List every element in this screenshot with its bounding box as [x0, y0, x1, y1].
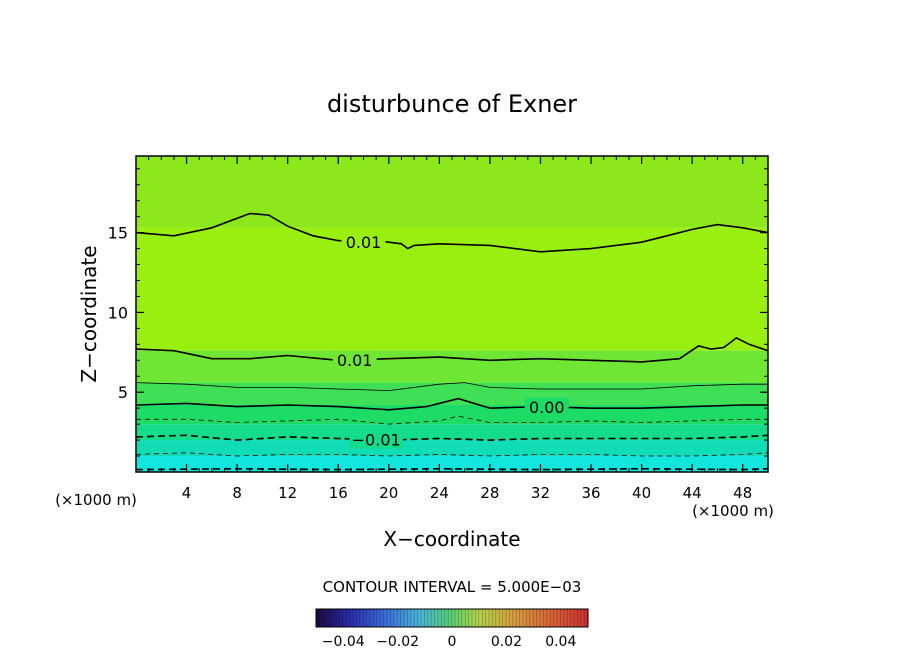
colorbar-fill — [316, 609, 588, 627]
colorbar: −0.04 −0.02 0 0.02 0.04 — [315, 608, 589, 650]
color-band-2 — [136, 350, 768, 383]
colorbar-tick-label: 0.02 — [491, 634, 522, 650]
y-tick-label: 15 — [108, 224, 128, 243]
contour-line-0 — [136, 212, 768, 253]
contour-line-1 — [136, 336, 768, 363]
contour-label: 0.01 — [346, 233, 382, 252]
y-tick-label: 5 — [118, 383, 128, 402]
x-tick-label: 48 — [733, 484, 752, 502]
x-tick-label: 16 — [329, 484, 348, 502]
y-tick-label: 10 — [108, 303, 128, 322]
x-tick-label: 28 — [480, 484, 499, 502]
contour-line-6 — [136, 452, 768, 457]
color-band-7 — [136, 456, 768, 472]
colorbar-frame — [315, 608, 589, 628]
contour-label-gap-3 — [524, 397, 569, 416]
colorbar-tick-labels: −0.04 −0.02 0 0.02 0.04 — [322, 634, 577, 650]
contour-label: −0.01 — [352, 431, 401, 450]
contour-line-4 — [136, 415, 768, 425]
x-tick-label: 4 — [182, 484, 192, 502]
contour-label-gap-0 — [341, 233, 386, 252]
x-tick-label: 40 — [632, 484, 651, 502]
contour-label-gap-1 — [332, 350, 377, 369]
contour-label: 0.01 — [337, 351, 373, 370]
contour-line-2 — [136, 382, 768, 392]
x-axis-label: X−coordinate — [383, 527, 520, 551]
colorbar-tick-label: −0.04 — [322, 634, 365, 650]
contour-labels: 0.01 0.01 0.00 −0.01 — [332, 233, 569, 450]
x-unit-left: (×1000 m) — [55, 491, 137, 509]
x-tick-label: 36 — [581, 484, 600, 502]
contour-interval-text: CONTOUR INTERVAL = 5.000E−03 — [323, 578, 582, 596]
colorbar-stripes — [318, 609, 588, 627]
chart-title: disturbunce of Exner — [327, 90, 577, 118]
contour-label-gap-5 — [349, 430, 403, 449]
color-band-1 — [136, 227, 768, 351]
contour-line-3 — [136, 397, 768, 411]
colorbar-tick-label: −0.02 — [376, 634, 419, 650]
x-tick-label: 44 — [683, 484, 702, 502]
x-tick-label: 12 — [278, 484, 297, 502]
color-band-0 — [136, 156, 768, 228]
colorbar-tick-label: 0 — [448, 634, 457, 650]
x-axis-ticks: 4 8 12 16 20 24 28 32 36 40 44 48 — [148, 156, 756, 502]
y-axis-ticks: 5 10 15 — [108, 168, 768, 457]
x-unit-right: (×1000 m) — [692, 502, 774, 520]
colorbar-tick-label: 0.04 — [545, 634, 576, 650]
y-axis-label: Z−coordinate — [77, 245, 101, 382]
x-tick-label: 24 — [430, 484, 449, 502]
x-tick-label: 8 — [232, 484, 242, 502]
color-band-6 — [136, 440, 768, 457]
x-tick-label: 20 — [379, 484, 398, 502]
contour-fill — [136, 156, 768, 472]
color-band-3 — [136, 382, 768, 405]
color-band-4 — [136, 404, 768, 425]
x-tick-label: 32 — [531, 484, 550, 502]
contour-label: 0.00 — [529, 398, 565, 417]
color-band-5 — [136, 424, 768, 441]
